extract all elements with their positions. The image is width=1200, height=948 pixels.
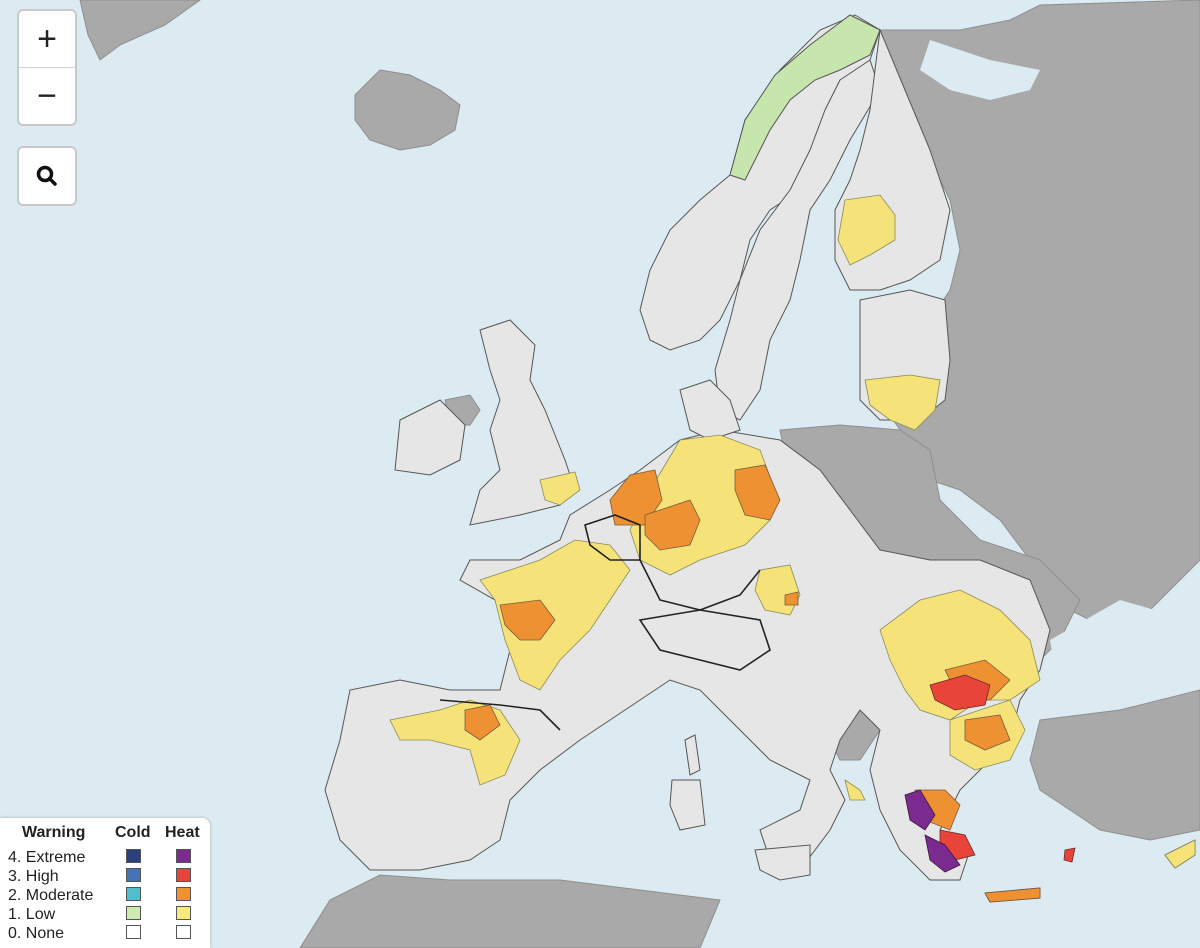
legend-cold-swatch [126, 887, 141, 901]
netherlands-moderate-area [609, 469, 663, 526]
iceland-land [354, 69, 461, 151]
black-sea [1050, 600, 1200, 720]
greece-west-extreme-area [904, 789, 936, 831]
legend-cold-swatch [126, 925, 141, 939]
russia-north-land [879, 0, 1200, 641]
north-africa-land [299, 874, 721, 948]
france-west-moderate-area [499, 599, 556, 641]
country-borders [439, 514, 771, 731]
legend-cold-swatch [126, 849, 141, 863]
zoom-out-button[interactable]: − [19, 67, 75, 124]
legend-header-warning: Warning [22, 824, 86, 841]
minus-icon: − [37, 77, 57, 115]
great-britain-land [469, 319, 576, 526]
legend-heat-swatch [176, 849, 191, 863]
aegean-high-area [1063, 847, 1076, 863]
legend-heat-swatch [176, 887, 191, 901]
legend-label: 2. Moderate [8, 887, 94, 904]
search-control [17, 146, 77, 206]
sardinia-land [669, 779, 706, 831]
zoom-controls: + − [17, 9, 77, 126]
legend-cold-swatch [126, 906, 141, 920]
france-low-area [479, 539, 631, 691]
alps-border [638, 609, 771, 671]
italy-low-area [844, 779, 866, 801]
germany-west-moderate-area [644, 499, 701, 551]
england-low-area [539, 471, 581, 506]
legend-label: 4. Extreme [8, 849, 86, 866]
magnifier-icon [36, 165, 57, 186]
zoom-in-button[interactable]: + [19, 11, 75, 67]
greenland-land [79, 0, 201, 61]
legend-label: 0. None [8, 925, 65, 942]
corsica-land [684, 734, 701, 776]
cyprus-low-area [1164, 839, 1196, 869]
low-cold-areas [729, 14, 881, 181]
sicily-land [754, 844, 811, 881]
czech-moderate-area [784, 591, 799, 606]
legend-label: 1. Low [8, 906, 56, 923]
crete-moderate-area [984, 887, 1041, 903]
legend-heat-swatch [176, 868, 191, 882]
extreme-heat-areas [904, 789, 961, 873]
legend-heat-swatch [176, 925, 191, 939]
legend-header-heat: Heat [165, 824, 200, 841]
plus-icon: + [37, 20, 57, 58]
ireland-land [394, 399, 466, 476]
finland-low-area [837, 194, 896, 266]
peloponnese-extreme-area [924, 834, 961, 873]
kola-peninsula-land [920, 40, 1040, 100]
legend-header-cold: Cold [115, 824, 151, 841]
spain-north-moderate-area [464, 704, 501, 741]
danish-land [679, 379, 741, 441]
bulgaria-high-area [929, 674, 991, 711]
warning-legend: Warning Cold Heat 4. Extreme 3. High 2. … [0, 818, 210, 948]
pyrenees-border [439, 699, 561, 731]
germany-east-moderate-area [734, 464, 781, 521]
legend-heat-swatch [176, 906, 191, 920]
northern-norway-area [729, 14, 881, 181]
search-button[interactable] [19, 148, 75, 204]
sweden-land [714, 59, 881, 421]
turkey-land [1029, 689, 1200, 841]
bulgaria-moderate-area [964, 714, 1011, 751]
germany-border [639, 559, 761, 611]
legend-label: 3. High [8, 868, 59, 885]
legend-cold-swatch [126, 868, 141, 882]
lithuania-low-area [864, 374, 941, 431]
